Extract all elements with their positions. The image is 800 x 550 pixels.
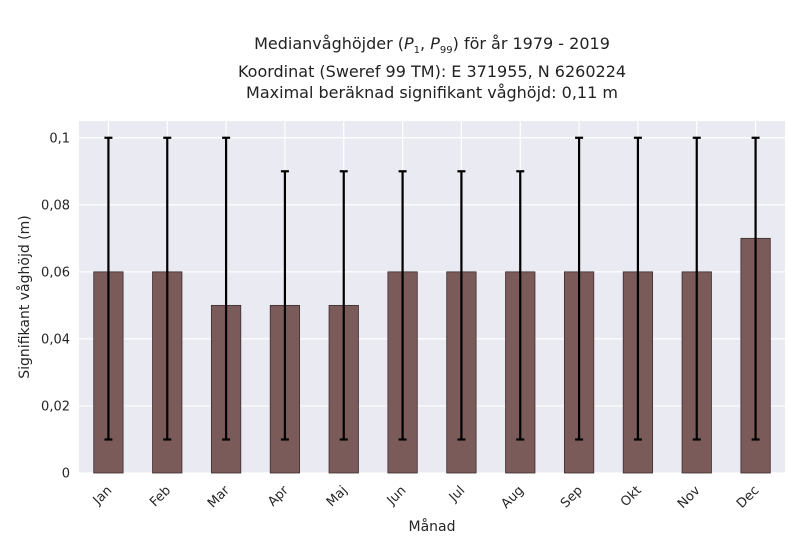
y-tick-label: 0,04 — [41, 332, 70, 347]
title-p1: P — [404, 34, 414, 53]
chart-title: Medianvåghöjder (P1, P99) för år 1979 - … — [0, 33, 800, 103]
x-tick-label: Sep — [558, 483, 586, 511]
x-tick-label: Apr — [265, 483, 292, 510]
chart-title-line-1: Medianvåghöjder (P1, P99) för år 1979 - … — [254, 34, 610, 57]
x-tick-label: Dec — [734, 483, 762, 511]
y-tick-label: 0,1 — [49, 131, 70, 146]
y-axis-label: Signifikant våghöjd (m) — [16, 215, 33, 378]
x-tick-label: Jan — [90, 483, 115, 508]
x-tick-label: Okt — [618, 483, 645, 510]
title-median-part: Medianvåghöjder ( — [254, 34, 405, 53]
chart-title-line-2: Koordinat (Sweref 99 TM): E 371955, N 62… — [237, 62, 627, 82]
title-p99: P — [430, 34, 440, 53]
x-tick-label: Aug — [499, 483, 528, 512]
x-tick-label: Nov — [675, 483, 704, 512]
y-tick-label: 0,02 — [41, 399, 70, 414]
title-rest-part: ) för år 1979 - 2019 — [452, 34, 610, 53]
x-axis-ticks: Jan Feb Mar Apr Maj Jun Jul Aug Sep Okt Nov Dec — [90, 483, 763, 512]
y-tick-label: 0,06 — [41, 265, 70, 280]
chart-title-line-3: Maximal beräknad signifikant våghöjd: 0,… — [246, 83, 618, 103]
y-axis-ticks: 0 0,02 0,04 0,06 0,08 0,1 — [41, 131, 70, 481]
y-tick-label: 0,08 — [41, 198, 70, 213]
y-tick-label: 0 — [62, 467, 70, 482]
error-bars — [104, 136, 760, 441]
x-tick-label: Jul — [446, 483, 468, 505]
x-tick-label: Mar — [205, 483, 233, 511]
x-tick-label: Maj — [324, 483, 351, 510]
plot-area — [79, 121, 785, 473]
x-tick-label: Feb — [147, 483, 174, 510]
x-axis-label: Månad — [409, 518, 456, 535]
x-tick-label: Jun — [384, 483, 410, 509]
